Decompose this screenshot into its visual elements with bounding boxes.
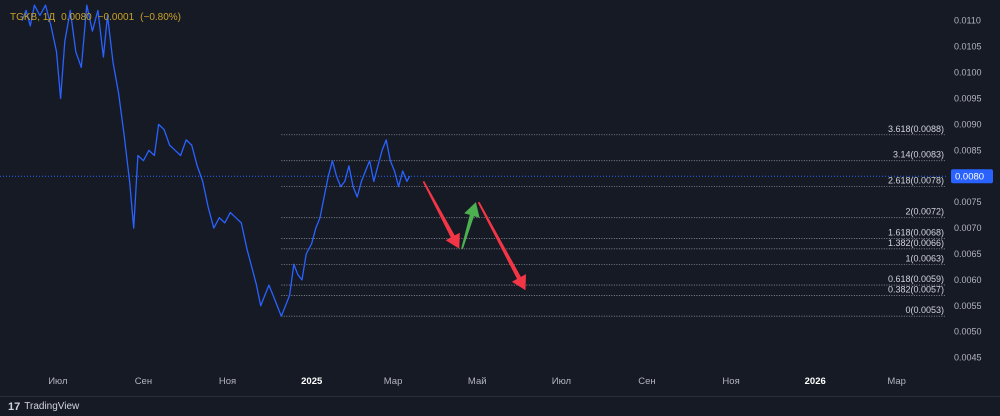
y-tick-label: 0.0090: [954, 119, 982, 129]
y-tick-label: 0.0045: [954, 353, 982, 363]
x-tick-label: Сен: [638, 376, 655, 387]
ticker-change: −0.0001: [97, 12, 135, 23]
arrow-down-icon[interactable]: [477, 201, 526, 291]
fib-level-label: 1.618(0.0068): [888, 227, 944, 237]
forecast-arrows[interactable]: [422, 181, 526, 291]
fibonacci-extension[interactable]: 3.618(0.0088) 3.14(0.0083) 2.618(0.0078) 2(…: [281, 124, 946, 317]
y-tick-label: 0.0110: [954, 16, 981, 26]
y-tick-label: 0.0100: [954, 68, 982, 78]
y-tick-label: 0.0075: [954, 197, 982, 207]
y-tick-label: 0.0060: [954, 275, 982, 285]
x-tick-label: Ноя: [722, 376, 739, 387]
x-tick-label: Мар: [887, 376, 906, 387]
x-tick-label: Сен: [135, 376, 152, 387]
x-axis[interactable]: Июл Сен Ноя 2025 Мар Май Июл Сен Ноя 2026 Мар: [48, 376, 906, 387]
price-tag-bg: [951, 169, 993, 184]
price-series: [0, 4, 948, 317]
brand-name[interactable]: TradingView: [24, 401, 80, 412]
y-tick-label: 0.0070: [954, 223, 982, 233]
fib-level-label: 3.618(0.0088): [888, 124, 944, 134]
arrow-down-icon[interactable]: [422, 181, 460, 249]
arrow-up-icon[interactable]: [461, 202, 480, 249]
y-tick-label: 0.0085: [954, 145, 982, 155]
x-tick-label: Июл: [552, 376, 571, 387]
x-tick-label: Ноя: [219, 376, 236, 387]
fib-level-label: 0.618(0.0059): [888, 274, 944, 284]
fib-level-label: 1.382(0.0066): [888, 238, 944, 248]
tradingview-logo-icon[interactable]: 17: [8, 400, 21, 413]
ticker-price: 0.0080: [61, 12, 92, 23]
current-price-tag[interactable]: 0.0080: [951, 169, 993, 184]
ticker-legend[interactable]: TGKB, 1Д 0.0080 −0.0001 (−0.80%): [10, 12, 181, 23]
x-tick-label: Июл: [48, 376, 67, 387]
fib-level-label: 2(0.0072): [905, 207, 944, 217]
x-tick-label: Мар: [384, 376, 403, 387]
y-tick-label: 0.0055: [954, 301, 982, 311]
price-line: [21, 4, 411, 317]
y-tick-label: 0.0095: [954, 93, 982, 103]
x-tick-label: Май: [468, 376, 487, 387]
fib-level-label: 3.14(0.0083): [893, 150, 944, 160]
y-tick-label: 0.0105: [954, 42, 982, 52]
y-tick-label: 0.0050: [954, 327, 982, 337]
y-tick-label: 0.0065: [954, 249, 982, 259]
x-tick-label: 2025: [301, 376, 323, 387]
y-axis[interactable]: 0.0045 0.0050 0.0055 0.0060 0.0065 0.0070 0.00…: [951, 16, 993, 363]
ticker-change-pct: (−0.80%): [140, 12, 182, 23]
footer-bar: 17 TradingView: [0, 396, 1000, 416]
fib-level-label: 2.618(0.0078): [888, 176, 944, 186]
x-tick-label: 2026: [805, 376, 826, 387]
price-tag-text: 0.0080: [955, 172, 984, 183]
fib-level-label: 1(0.0063): [905, 253, 944, 263]
fib-level-label: 0(0.0053): [905, 305, 944, 315]
fib-level-label: 0.382(0.0057): [888, 284, 944, 294]
ticker-symbol: TGKB, 1Д: [10, 12, 56, 23]
